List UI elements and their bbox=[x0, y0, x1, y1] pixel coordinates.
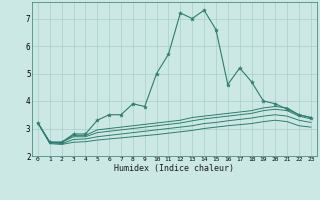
X-axis label: Humidex (Indice chaleur): Humidex (Indice chaleur) bbox=[115, 164, 234, 173]
